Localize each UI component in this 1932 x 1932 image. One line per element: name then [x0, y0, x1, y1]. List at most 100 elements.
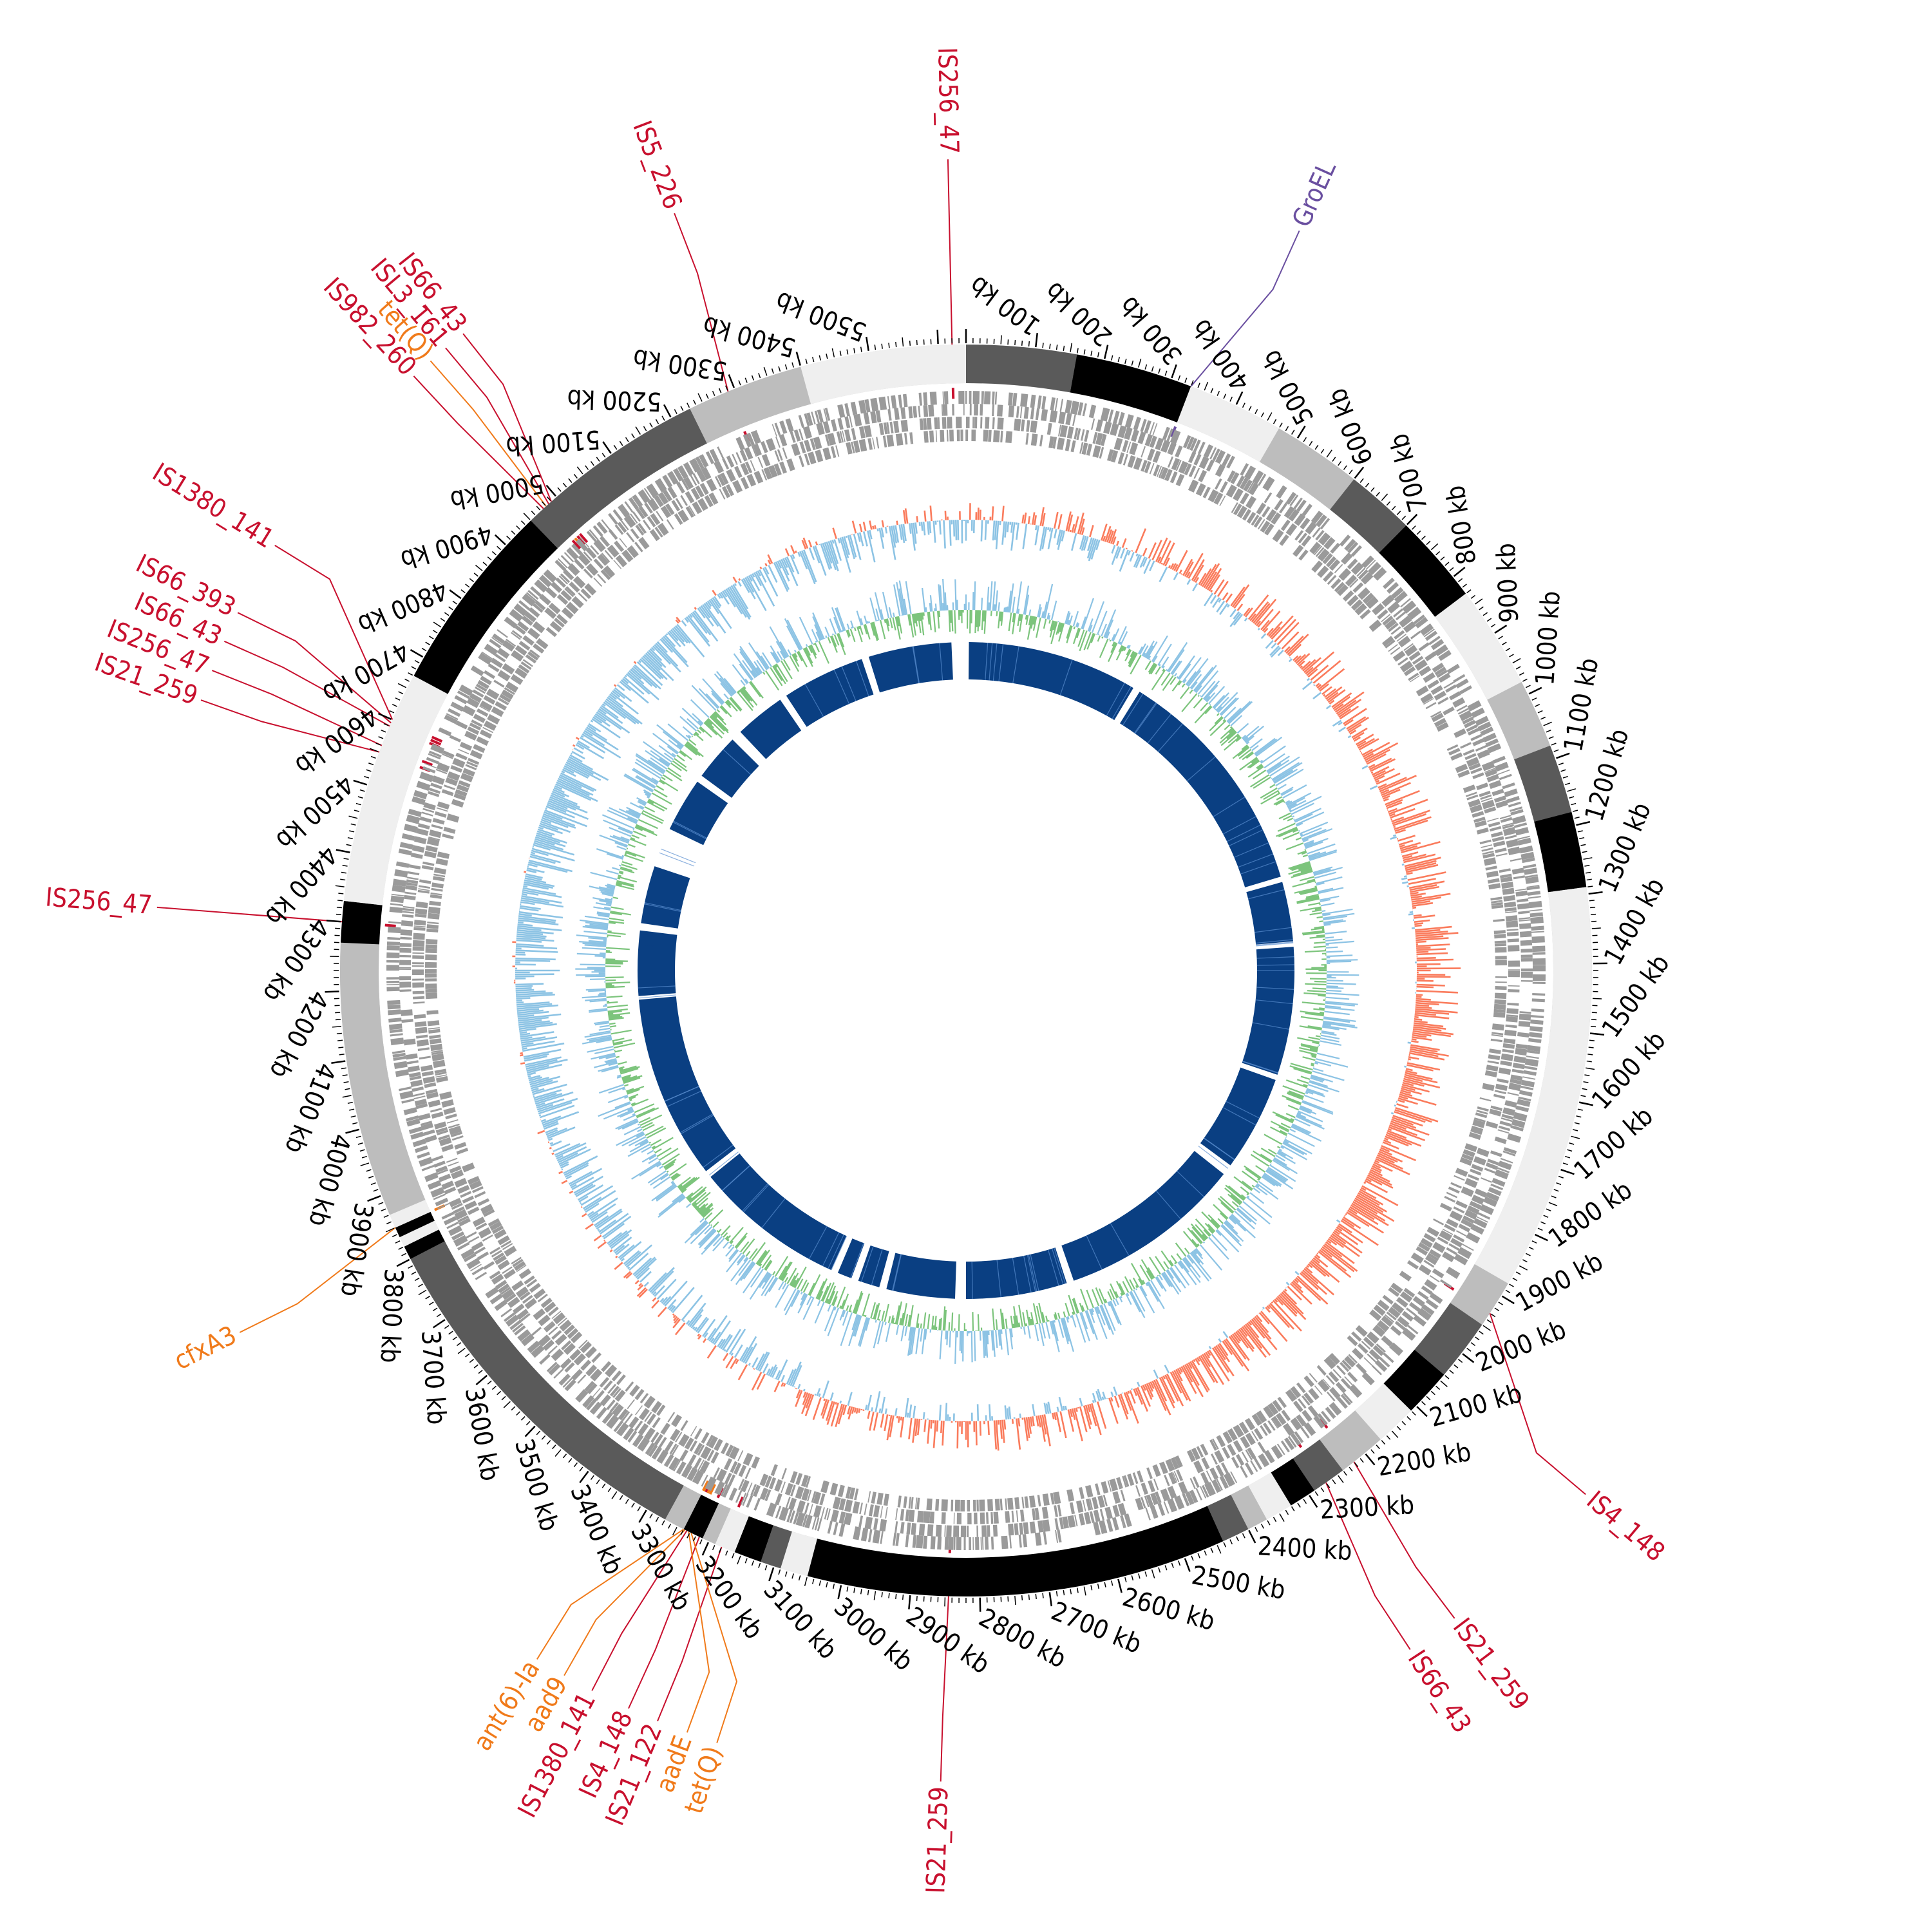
scale-tick: [1562, 775, 1568, 779]
scale-tick: [1580, 844, 1586, 846]
scale-tick: [469, 578, 475, 582]
scale-tick: [638, 1510, 647, 1523]
scale-tick: [826, 1582, 828, 1587]
scale-tick: [771, 368, 774, 374]
annotation-leader: [1325, 1482, 1411, 1650]
scale-tick: [1569, 796, 1575, 799]
scale-tick: [680, 1530, 684, 1535]
scale-tick: [511, 530, 516, 535]
scale-tick: [523, 513, 531, 520]
scale-tick: [1309, 1495, 1318, 1508]
scale-tick: [873, 1591, 876, 1600]
scale-tick: [1332, 1479, 1336, 1484]
annotation-leader: [430, 360, 547, 507]
scale-tick: [1576, 820, 1591, 826]
scale-tick: [546, 1440, 551, 1445]
scale-tick: [494, 534, 506, 545]
scale-tick: [744, 377, 748, 383]
scale-tick: [1349, 1466, 1353, 1472]
scale-tick-label: 3200 kb: [690, 1551, 769, 1645]
scale-tick-label: 3700 kb: [415, 1329, 451, 1425]
scale-tick: [1543, 721, 1552, 726]
annotation-leader: [657, 1546, 723, 1721]
scale-tick: [448, 1331, 453, 1335]
scale-tick: [1583, 1081, 1589, 1083]
annotation-leader: [674, 213, 729, 392]
scale-tick: [346, 844, 352, 846]
scale-tick: [1144, 1571, 1148, 1577]
scale-tick: [1391, 1430, 1399, 1438]
scale-tick: [1314, 444, 1319, 450]
scale-tick: [349, 1108, 355, 1111]
scale-tick: [1083, 349, 1086, 355]
scale-tick: [546, 496, 551, 501]
scale-tick: [1574, 1122, 1580, 1125]
scale-tick: [1343, 1471, 1347, 1476]
scale-tick: [557, 487, 562, 492]
scale-tick: [418, 1289, 427, 1296]
scale-tick: [1279, 1513, 1285, 1522]
scale-tick-label: 800 kb: [1441, 483, 1482, 566]
scale-tick: [1273, 1517, 1277, 1522]
scale-tick: [909, 340, 911, 346]
scale-tick: [1014, 1595, 1016, 1605]
scale-tick: [687, 1533, 690, 1539]
scale-tick: [370, 1182, 376, 1186]
scale-tick: [1567, 788, 1577, 792]
scale-tick: [1291, 430, 1295, 435]
scale-tick: [1386, 501, 1391, 506]
annotation-leader: [445, 347, 549, 504]
scale-tick: [1587, 886, 1593, 887]
scale-tick: [1579, 837, 1585, 840]
scale-tick: [1021, 1595, 1023, 1601]
scale-tick: [1255, 1527, 1258, 1532]
scale-tick: [338, 893, 344, 895]
scale-tick: [410, 649, 424, 658]
scale-tick: [1104, 345, 1109, 359]
scale-tick: [1494, 625, 1508, 634]
scale-tick-label: 2400 kb: [1257, 1531, 1353, 1566]
scale-tick: [1138, 1573, 1141, 1579]
scale-tick: [1007, 1596, 1009, 1602]
scale-tick: [1522, 1259, 1528, 1263]
scale-tick: [1501, 1295, 1515, 1305]
scale-tick-label: 3000 kb: [828, 1592, 918, 1677]
annotation-leader: [690, 1533, 738, 1743]
scale-tick: [487, 556, 492, 561]
scale-tick: [1531, 1240, 1537, 1244]
scale-tick: [1537, 1227, 1543, 1231]
scale-tick-label: 5000 kb: [448, 468, 546, 515]
scale-tick: [693, 399, 696, 405]
scale-tick-label: 2200 kb: [1375, 1437, 1473, 1482]
scale-tick: [347, 1101, 353, 1104]
annotation-leader: [462, 333, 552, 502]
scale-tick: [381, 730, 386, 733]
scale-tick: [465, 583, 470, 588]
contig-segment: [399, 1220, 439, 1247]
scale-tick: [449, 589, 462, 600]
scale-tick: [1577, 1108, 1583, 1111]
scale-tick: [728, 374, 735, 388]
scale-tick: [725, 1550, 728, 1556]
scale-tick: [1370, 1449, 1375, 1454]
contig-segment: [1534, 811, 1587, 893]
annotation-leader: [200, 699, 380, 753]
scale-tick: [1210, 388, 1214, 393]
contig-segment: [761, 1525, 792, 1569]
scale-tick: [1421, 1401, 1426, 1406]
scale-tick: [524, 1425, 536, 1437]
scale-tick: [350, 823, 356, 826]
scale-tick: [343, 1081, 349, 1083]
scale-tick: [811, 1578, 815, 1584]
scale-tick: [404, 678, 410, 682]
scale-tick: [1588, 1046, 1594, 1048]
scale-tick: [335, 927, 341, 929]
scale-tick: [744, 1558, 748, 1564]
scale-tick: [866, 336, 869, 352]
scale-tick: [1035, 333, 1038, 348]
scale-tick: [1462, 1353, 1475, 1363]
scale-tick: [516, 525, 520, 530]
scale-tick: [357, 1142, 363, 1145]
scale-tick-label: 400 kb: [1186, 314, 1256, 396]
scale-tick: [839, 350, 842, 356]
